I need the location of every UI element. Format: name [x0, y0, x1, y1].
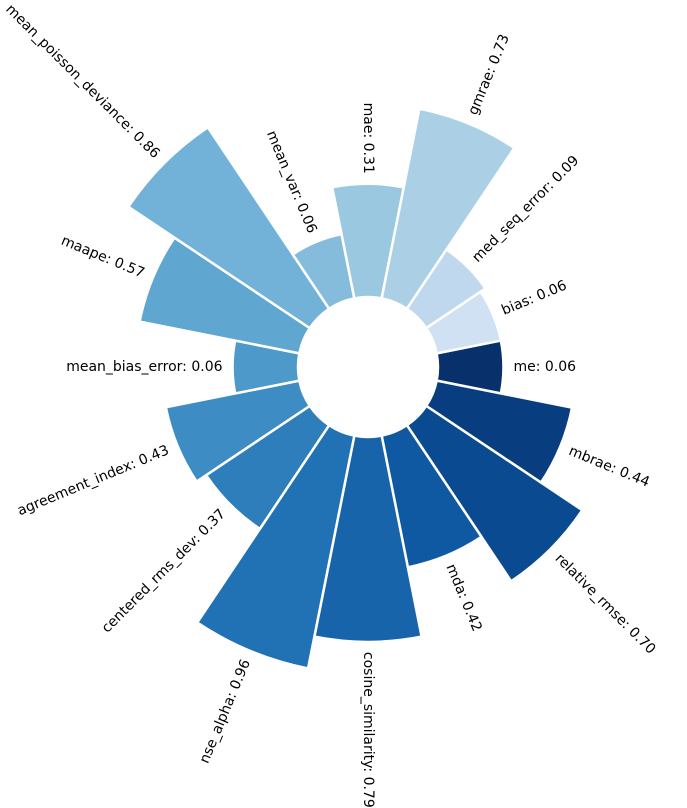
- bar-label: bias: 0.06: [499, 278, 569, 319]
- bar: [195, 423, 356, 670]
- bar-label: mean_poisson_deviance: 0.86: [2, 1, 162, 161]
- bar: [204, 404, 331, 531]
- bar: [330, 182, 406, 300]
- bar-label: gmrae: 0.73: [465, 32, 513, 117]
- bar-label: cosine_similarity: 0.79: [360, 652, 376, 808]
- bar-label: mean_bias_error: 0.06: [66, 359, 222, 375]
- bar: [424, 379, 574, 485]
- bar: [164, 379, 312, 484]
- center-hole: [299, 298, 437, 436]
- bar-label: maape: 0.57: [59, 233, 147, 282]
- bar-label: mean_var: 0.06: [263, 128, 320, 235]
- bar: [380, 107, 517, 311]
- bar-label: me: 0.06: [513, 359, 576, 375]
- bar: [380, 423, 484, 569]
- bar: [405, 404, 585, 584]
- bar: [126, 125, 331, 330]
- bar-label: mda: 0.42: [443, 562, 485, 634]
- bar-label: relative_rmse: 0.70: [552, 551, 659, 658]
- bar: [312, 434, 424, 644]
- bar-label: agreement_index: 0.43: [15, 442, 171, 519]
- bar: [424, 290, 503, 355]
- bar-label: mae: 0.31: [360, 103, 376, 174]
- bar-label: mbrae: 0.44: [566, 443, 651, 491]
- bar: [138, 235, 312, 355]
- bar-label: nse_alpha: 0.96: [197, 657, 254, 766]
- bar: [405, 247, 488, 330]
